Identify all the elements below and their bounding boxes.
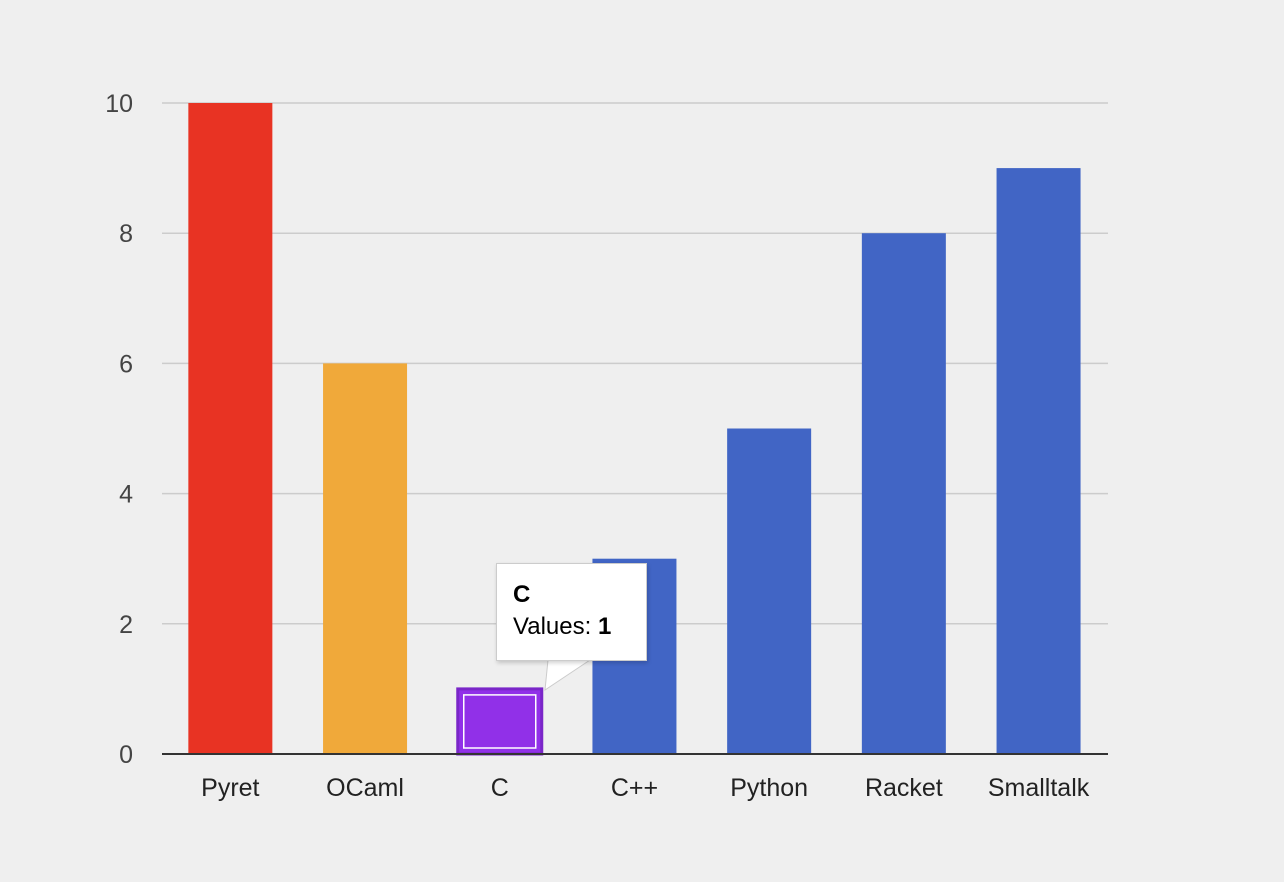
x-category-label: Racket [865, 774, 943, 802]
x-category-label: OCaml [326, 774, 404, 802]
tooltip: C Values: 1 [496, 563, 647, 661]
y-tick-label: 6 [119, 350, 133, 378]
tooltip-value: 1 [597, 613, 612, 640]
bar-smalltalk[interactable] [996, 168, 1081, 755]
bar-pyret[interactable] [188, 103, 273, 754]
y-tick-label: 4 [119, 481, 133, 509]
tooltip-row: Values: 1 [513, 610, 646, 644]
x-category-label: C [491, 774, 509, 802]
x-category-label: Smalltalk [988, 774, 1090, 802]
bar-c[interactable] [456, 687, 544, 756]
y-tick-label: 8 [119, 220, 133, 248]
bar-racket[interactable] [861, 233, 946, 754]
tooltip-title: C [513, 581, 531, 608]
y-tick-label: 2 [119, 611, 133, 639]
x-category-label: Python [730, 774, 808, 802]
y-tick-label: 0 [119, 741, 133, 769]
x-category-label: C++ [611, 774, 658, 802]
bar-highlight-outline [463, 694, 537, 749]
bar-python[interactable] [727, 428, 812, 755]
bars [188, 103, 1081, 756]
y-tick-label: 10 [105, 90, 133, 118]
x-category-label: Pyret [201, 774, 259, 802]
y-axis-ticks: 0 2 4 6 8 10 [105, 90, 133, 769]
gridlines [162, 102, 1108, 625]
tooltip-label: Values: [513, 613, 598, 640]
bar-ocaml[interactable] [323, 363, 408, 754]
x-axis-categories: Pyret OCaml C C++ Python Racket Smalltalk [201, 774, 1090, 802]
